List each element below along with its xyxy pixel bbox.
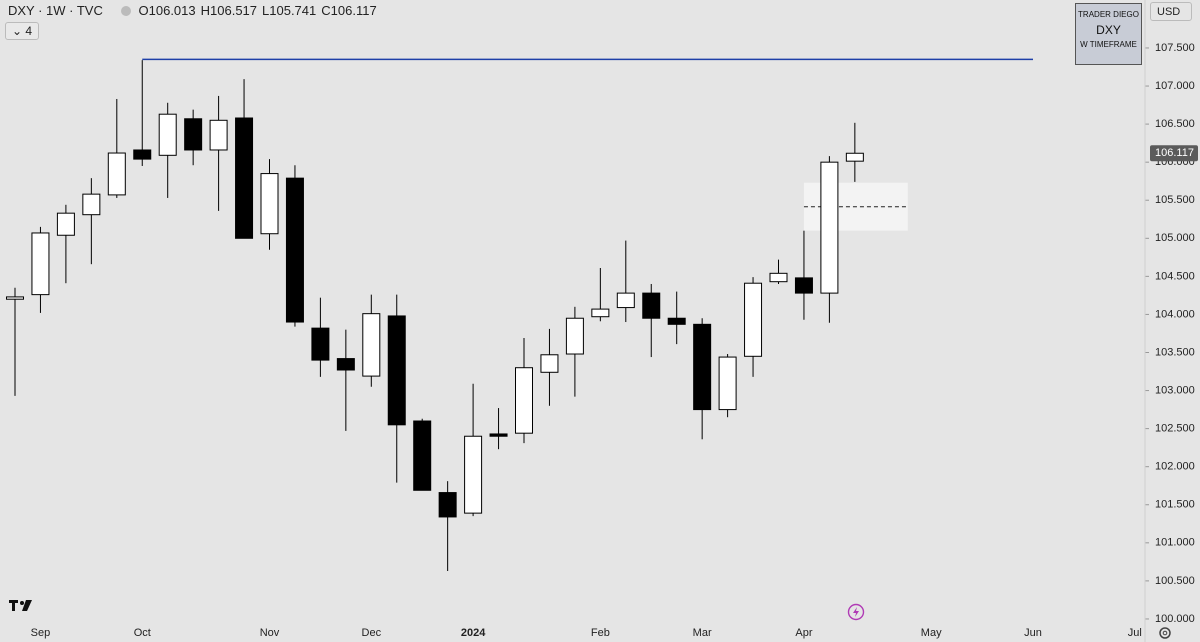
candle-body [515, 367, 533, 434]
settings-icon[interactable] [1159, 627, 1171, 639]
x-tick-label: Dec [362, 627, 382, 639]
candle-body [158, 113, 177, 156]
ohlc-value: 106.517 [210, 3, 258, 18]
candle-body [744, 282, 763, 357]
candle-body [362, 313, 381, 377]
ohlc-value: 106.117 [330, 3, 377, 18]
candle-body [718, 356, 737, 411]
candle-body [591, 308, 610, 318]
candle-body [133, 149, 152, 160]
candle-body [540, 354, 559, 373]
ohlc-label: H [200, 3, 211, 18]
x-tick-label: Mar [693, 627, 712, 639]
candle-body [693, 323, 712, 411]
ohlc-value: 106.013 [148, 3, 196, 18]
y-tick-label: 102.500 [1155, 423, 1195, 435]
candle-body [820, 161, 839, 294]
watermark-line: W TIMEFRAME [1080, 40, 1137, 49]
ohlc-value: 105.741 [269, 3, 317, 18]
candle-body [336, 358, 355, 371]
candle-body [667, 317, 686, 325]
x-tick-label: Jul [1128, 627, 1142, 639]
indicators-count: 4 [25, 24, 33, 38]
x-tick-label: Apr [795, 627, 812, 639]
candle-body [642, 292, 661, 319]
y-tick-label: 101.000 [1155, 537, 1195, 549]
candle-body [438, 492, 457, 518]
y-tick-label: 105.500 [1155, 194, 1195, 206]
symbol-title: DXY · 1W · TVC [8, 3, 103, 18]
x-tick-label: May [921, 627, 942, 639]
x-tick-label: 2024 [461, 627, 486, 639]
candle-body [56, 212, 75, 236]
y-tick-label: 107.000 [1155, 80, 1195, 92]
candle-body [845, 152, 864, 162]
y-tick-label: 106.500 [1155, 118, 1195, 130]
candle-body [31, 232, 50, 296]
y-tick-label: 103.000 [1155, 384, 1195, 396]
price-label-box [1150, 145, 1198, 162]
indicators-toggle[interactable]: ⌄ 4 [5, 22, 40, 40]
y-tick-label: 103.500 [1155, 346, 1195, 358]
ohlc-label: L [262, 3, 270, 18]
candle-body [260, 173, 279, 235]
candle-body [82, 193, 101, 216]
candle-body [209, 119, 228, 151]
alert-icon[interactable] [847, 603, 865, 621]
y-tick-label: 100.000 [1155, 613, 1195, 625]
y-tick-label: 104.500 [1155, 270, 1195, 282]
x-tick-label: Sep [31, 627, 51, 639]
tv-logo [9, 600, 32, 611]
candle-body [184, 118, 203, 151]
candle-body [616, 292, 635, 309]
price-label: 106.117 [1155, 147, 1194, 159]
ohlc-values: O106.013 H106.517 L105.741 C106.117 [139, 3, 382, 18]
ohlc-label: C [321, 3, 331, 18]
candle-body [6, 296, 24, 300]
hide-icon[interactable] [120, 6, 131, 16]
currency-button[interactable]: USD [1150, 2, 1192, 21]
watermark: TRADER DIEGO DXY W TIMEFRAME [1075, 3, 1142, 65]
candle-body [107, 152, 126, 196]
ohlc-label: O [138, 3, 149, 18]
watermark-line: DXY [1096, 23, 1121, 37]
candle-body [565, 317, 584, 355]
y-tick-label: 105.000 [1155, 232, 1195, 244]
y-tick-label: 100.500 [1155, 575, 1195, 587]
candle-body [794, 277, 813, 294]
candle-body [311, 327, 330, 361]
watermark-line: TRADER DIEGO [1078, 10, 1139, 19]
x-tick-label: Oct [134, 627, 151, 639]
x-tick-label: Nov [260, 627, 280, 639]
candle-body [387, 315, 406, 426]
currency: USD [1157, 6, 1181, 18]
y-tick-label: 104.000 [1155, 308, 1195, 320]
candle-body [413, 420, 432, 491]
candle-body [464, 435, 483, 514]
y-tick-label: 107.500 [1155, 42, 1195, 54]
x-tick-label: Jun [1024, 627, 1042, 639]
candle-body [235, 117, 254, 239]
candle-body [489, 433, 508, 437]
candle-body [285, 177, 304, 323]
y-tick-label: 102.000 [1155, 461, 1195, 473]
header: DXY · 1W · TVC O106.013 H106.517 L105.741 C… [8, 3, 382, 18]
y-tick-label: 101.500 [1155, 499, 1195, 511]
x-tick-label: Feb [591, 627, 610, 639]
candle-body [769, 272, 788, 283]
